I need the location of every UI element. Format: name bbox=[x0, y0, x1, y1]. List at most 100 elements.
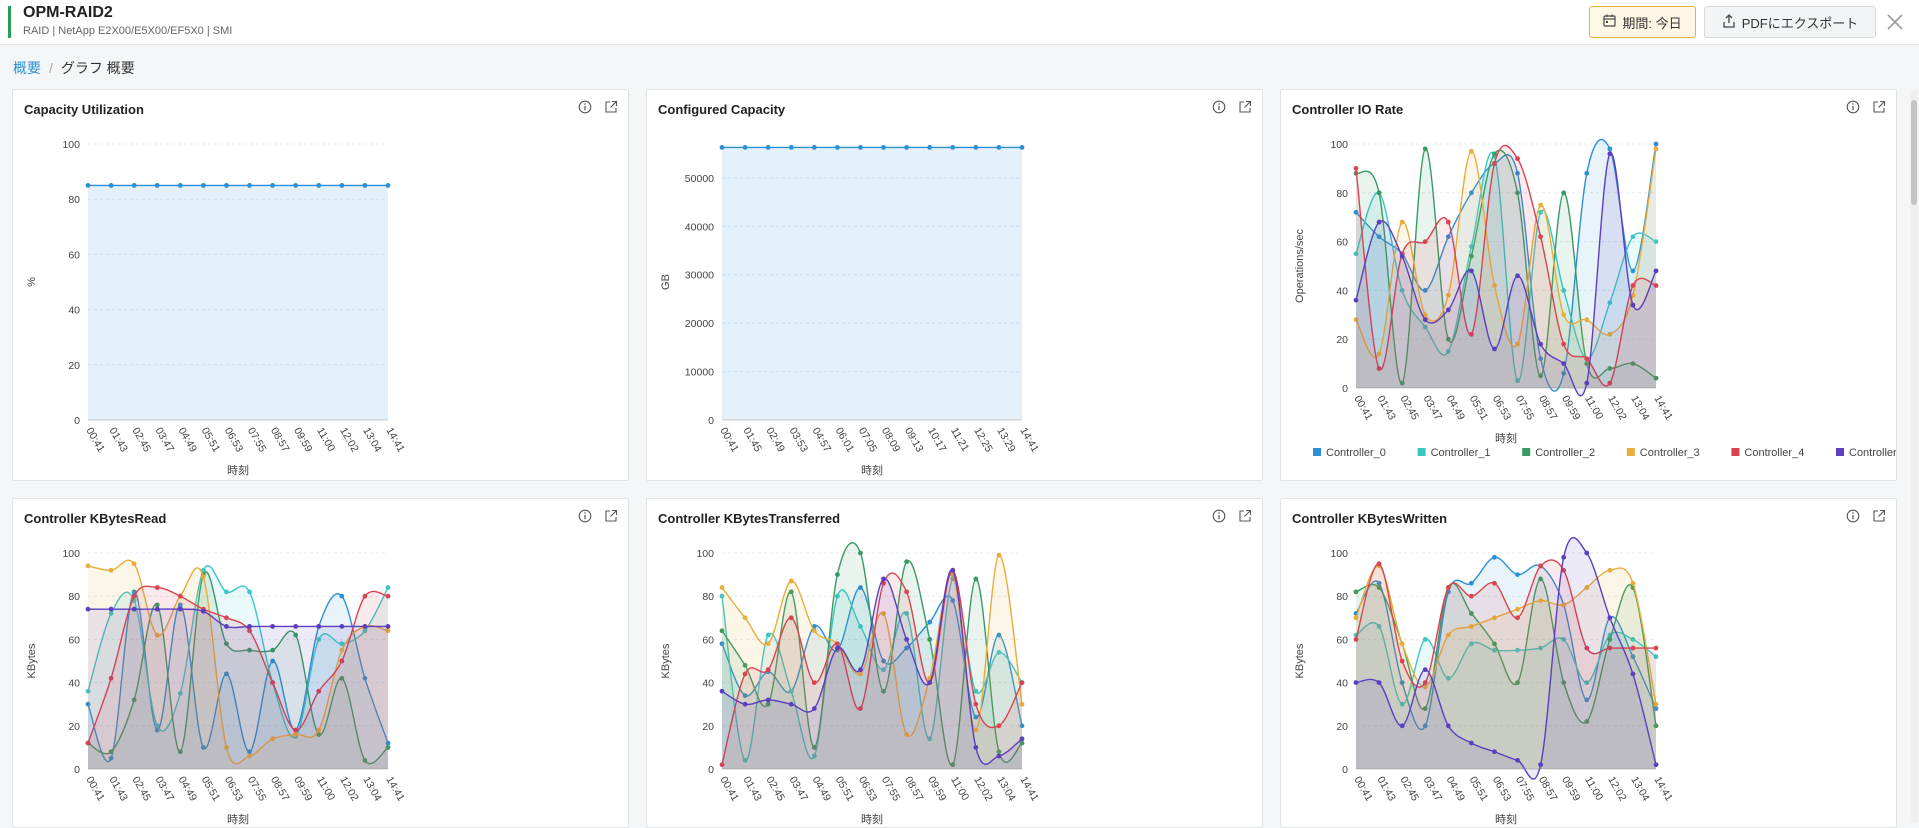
data-point bbox=[1630, 637, 1636, 642]
calendar-icon bbox=[1603, 14, 1616, 30]
x-tick-label: 05:51 bbox=[1467, 775, 1491, 804]
status-accent-bar bbox=[8, 6, 11, 38]
pdf-export-button[interactable]: PDFにエクスポート bbox=[1704, 6, 1876, 38]
data-point bbox=[950, 762, 956, 768]
data-point bbox=[1445, 632, 1451, 638]
x-tick-label: 08:57 bbox=[1536, 775, 1560, 804]
data-point bbox=[1468, 593, 1474, 599]
data-point bbox=[811, 745, 817, 750]
data-point bbox=[719, 593, 725, 599]
legend-label: Controller_0 bbox=[1326, 447, 1386, 459]
legend-label: Controller_4 bbox=[1744, 447, 1804, 459]
y-tick-label: 40000 bbox=[685, 221, 714, 233]
data-point bbox=[224, 615, 229, 621]
open-external-icon[interactable] bbox=[1238, 509, 1252, 528]
chart-panel-controller-kbyteswritten: Controller KBytesWritten 0 20 40 60 80 100 00:… bbox=[1280, 498, 1897, 828]
info-icon[interactable] bbox=[578, 100, 592, 119]
series-area bbox=[1356, 559, 1656, 769]
data-point bbox=[1561, 554, 1567, 560]
data-point bbox=[1492, 161, 1497, 166]
data-point bbox=[1422, 312, 1428, 318]
open-external-icon[interactable] bbox=[604, 509, 618, 528]
data-point bbox=[1353, 615, 1359, 621]
x-tick-label: 14:41 bbox=[383, 426, 407, 455]
data-point bbox=[1422, 146, 1428, 152]
period-button[interactable]: 期間: 今日 bbox=[1589, 6, 1696, 38]
breadcrumb-home-link[interactable]: 概要 bbox=[13, 60, 41, 76]
open-external-icon[interactable] bbox=[604, 100, 618, 119]
data-point bbox=[788, 688, 794, 694]
info-icon[interactable] bbox=[578, 509, 592, 528]
data-point bbox=[224, 589, 229, 595]
open-external-icon[interactable] bbox=[1872, 100, 1886, 119]
data-point bbox=[1538, 209, 1544, 215]
controller-io-rate-chart: 0 20 40 60 80 100 00:41 01:43 02:45 03:47 04:49 05:… bbox=[1294, 138, 1896, 459]
y-axis-label: KBytes bbox=[1294, 643, 1306, 678]
page-scrollbar-track[interactable] bbox=[1910, 90, 1918, 823]
info-icon[interactable] bbox=[1212, 509, 1226, 528]
data-point bbox=[834, 572, 840, 577]
x-tick-label: 07:55 bbox=[879, 775, 903, 804]
data-point bbox=[1653, 268, 1659, 274]
chart-panel-controller-io-rate: Controller IO Rate 0 20 40 60 80 100 00:41 01:4… bbox=[1280, 89, 1897, 481]
data-point bbox=[293, 624, 299, 629]
series-line bbox=[1355, 559, 1656, 688]
x-tick-label: 05:51 bbox=[199, 775, 223, 804]
data-point bbox=[1561, 567, 1567, 573]
x-axis-label: 時刻 bbox=[861, 812, 883, 826]
data-point bbox=[858, 624, 863, 629]
x-tick-label: 06:53 bbox=[222, 426, 246, 455]
y-axis-label: KBytes bbox=[660, 643, 672, 678]
y-tick-label: 40 bbox=[68, 678, 80, 690]
data-point bbox=[1445, 585, 1451, 590]
data-point bbox=[719, 628, 725, 634]
data-point bbox=[1607, 645, 1613, 651]
x-tick-label: 01:43 bbox=[106, 426, 130, 455]
data-point bbox=[1445, 234, 1451, 240]
controller-kbytesread-chart: 0 20 40 60 80 100 00:41 01:43 02:45 03:47 04:49 05:… bbox=[26, 548, 407, 826]
info-icon[interactable] bbox=[1846, 100, 1860, 119]
data-point bbox=[224, 624, 229, 629]
open-external-icon[interactable] bbox=[1238, 100, 1252, 119]
close-icon[interactable] bbox=[1884, 11, 1906, 33]
data-point bbox=[1584, 697, 1590, 703]
data-point bbox=[765, 697, 771, 703]
x-tick-label: 07:05 bbox=[856, 426, 880, 455]
y-tick-label: 80 bbox=[68, 194, 80, 206]
data-point bbox=[1492, 647, 1497, 653]
data-point bbox=[1353, 297, 1359, 303]
data-point bbox=[339, 183, 345, 188]
y-tick-label: 60 bbox=[1336, 237, 1348, 249]
data-point bbox=[881, 658, 886, 664]
data-point bbox=[1353, 317, 1359, 323]
data-point bbox=[1538, 234, 1544, 240]
data-point bbox=[1376, 580, 1382, 586]
data-point bbox=[1515, 273, 1520, 279]
data-point bbox=[1538, 356, 1544, 362]
series-area bbox=[88, 591, 388, 769]
data-point bbox=[1653, 706, 1659, 711]
x-axis-label: 時刻 bbox=[1495, 812, 1517, 826]
x-tick-label: 03:47 bbox=[153, 426, 177, 455]
y-tick-label: 0 bbox=[708, 764, 714, 776]
data-point bbox=[270, 183, 276, 188]
info-icon[interactable] bbox=[1212, 100, 1226, 119]
x-tick-label: 03:47 bbox=[1421, 775, 1445, 804]
info-icon[interactable] bbox=[1846, 509, 1860, 528]
data-point bbox=[385, 740, 391, 746]
data-point bbox=[1422, 324, 1428, 330]
open-external-icon[interactable] bbox=[1872, 509, 1886, 528]
y-tick-label: 100 bbox=[1330, 548, 1348, 560]
data-point bbox=[1561, 361, 1567, 366]
data-point bbox=[385, 585, 391, 590]
x-axis-label: 時刻 bbox=[227, 463, 249, 477]
series-area bbox=[1356, 152, 1656, 396]
x-tick-label: 11:00 bbox=[948, 775, 971, 803]
data-point bbox=[1561, 370, 1567, 376]
data-point bbox=[1515, 647, 1520, 653]
x-tick-label: 00:41 bbox=[1351, 394, 1375, 423]
data-point bbox=[293, 183, 299, 188]
data-point bbox=[1630, 654, 1636, 660]
x-tick-label: 14:41 bbox=[383, 775, 407, 804]
page-scrollbar-thumb[interactable] bbox=[1911, 100, 1917, 205]
